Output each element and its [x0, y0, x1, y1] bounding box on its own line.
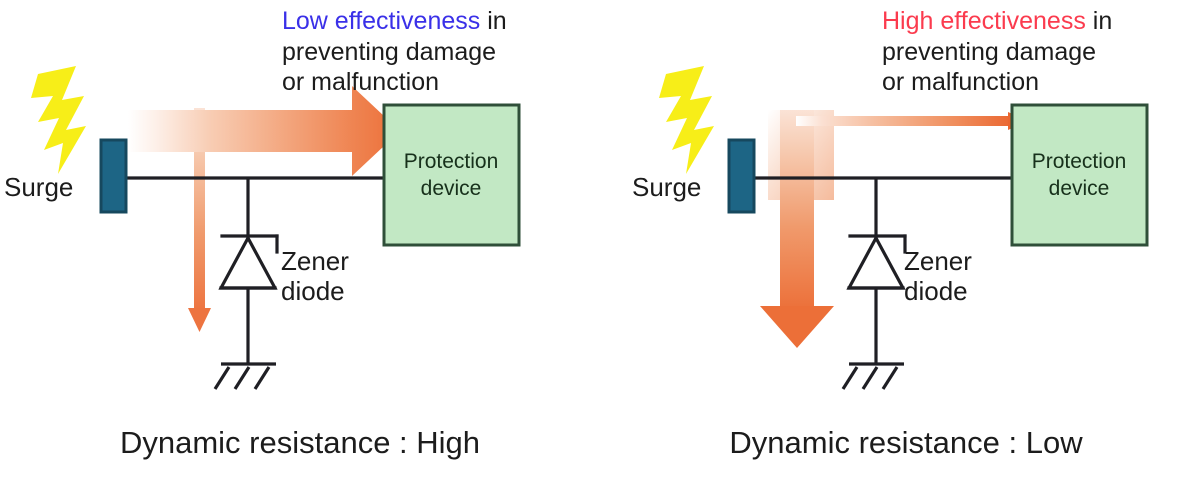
headline-right: High effectiveness in preventing damage or…	[882, 6, 1182, 98]
protection-device-line2: device	[421, 177, 482, 200]
through-current-arrow-thick	[128, 86, 400, 176]
zener-diode-symbol	[218, 234, 279, 290]
zener-diode-label: Zener diode	[904, 246, 972, 307]
headline-accent: High effectiveness	[882, 7, 1086, 35]
ground-symbol	[213, 362, 276, 390]
ground-symbol	[841, 362, 904, 390]
headline-left: Low effectiveness in preventing damage or …	[282, 6, 582, 98]
surge-terminal-block	[99, 138, 128, 214]
surge-label: Surge	[632, 172, 702, 202]
panel-caption: Dynamic resistance : Low	[729, 425, 1083, 460]
surge-label: Surge	[4, 172, 74, 202]
panel-caption: Dynamic resistance : High	[119, 425, 481, 460]
shunt-current-arrow-thin	[188, 108, 211, 332]
zener-diode-label: Zener diode	[281, 246, 349, 307]
shunt-current-arrow-thick	[760, 110, 834, 348]
zener-diode-symbol	[846, 234, 907, 290]
headline-line3: or malfunction	[882, 68, 1040, 96]
surge-terminal-block	[727, 138, 756, 214]
protection-device-line2: device	[1049, 177, 1110, 200]
headline-accent: Low effectiveness	[282, 7, 481, 35]
lightning-bolt-icon	[659, 66, 714, 174]
protection-device-line1: Protection	[1032, 150, 1127, 173]
lightning-bolt-icon	[31, 66, 86, 174]
panel-low-dynamic-resistance: Protection device High effectiveness in p…	[600, 0, 1200, 485]
circuit-graphic-left: Protection device	[31, 66, 521, 390]
headline-line2: preventing damage	[282, 37, 497, 66]
headline-rest: in	[1085, 7, 1113, 35]
protection-device-box	[382, 103, 521, 247]
protection-device-line1: Protection	[404, 150, 499, 173]
headline-line2: preventing damage	[882, 37, 1097, 66]
panel-high-dynamic-resistance: Protection device Low effectiveness in pr…	[4, 6, 582, 460]
headline-line3: or malfunction	[282, 68, 440, 96]
protection-device-box	[1010, 103, 1149, 247]
headline-rest: in	[480, 7, 507, 35]
circuit-graphic-right: Protection device	[659, 66, 1149, 390]
